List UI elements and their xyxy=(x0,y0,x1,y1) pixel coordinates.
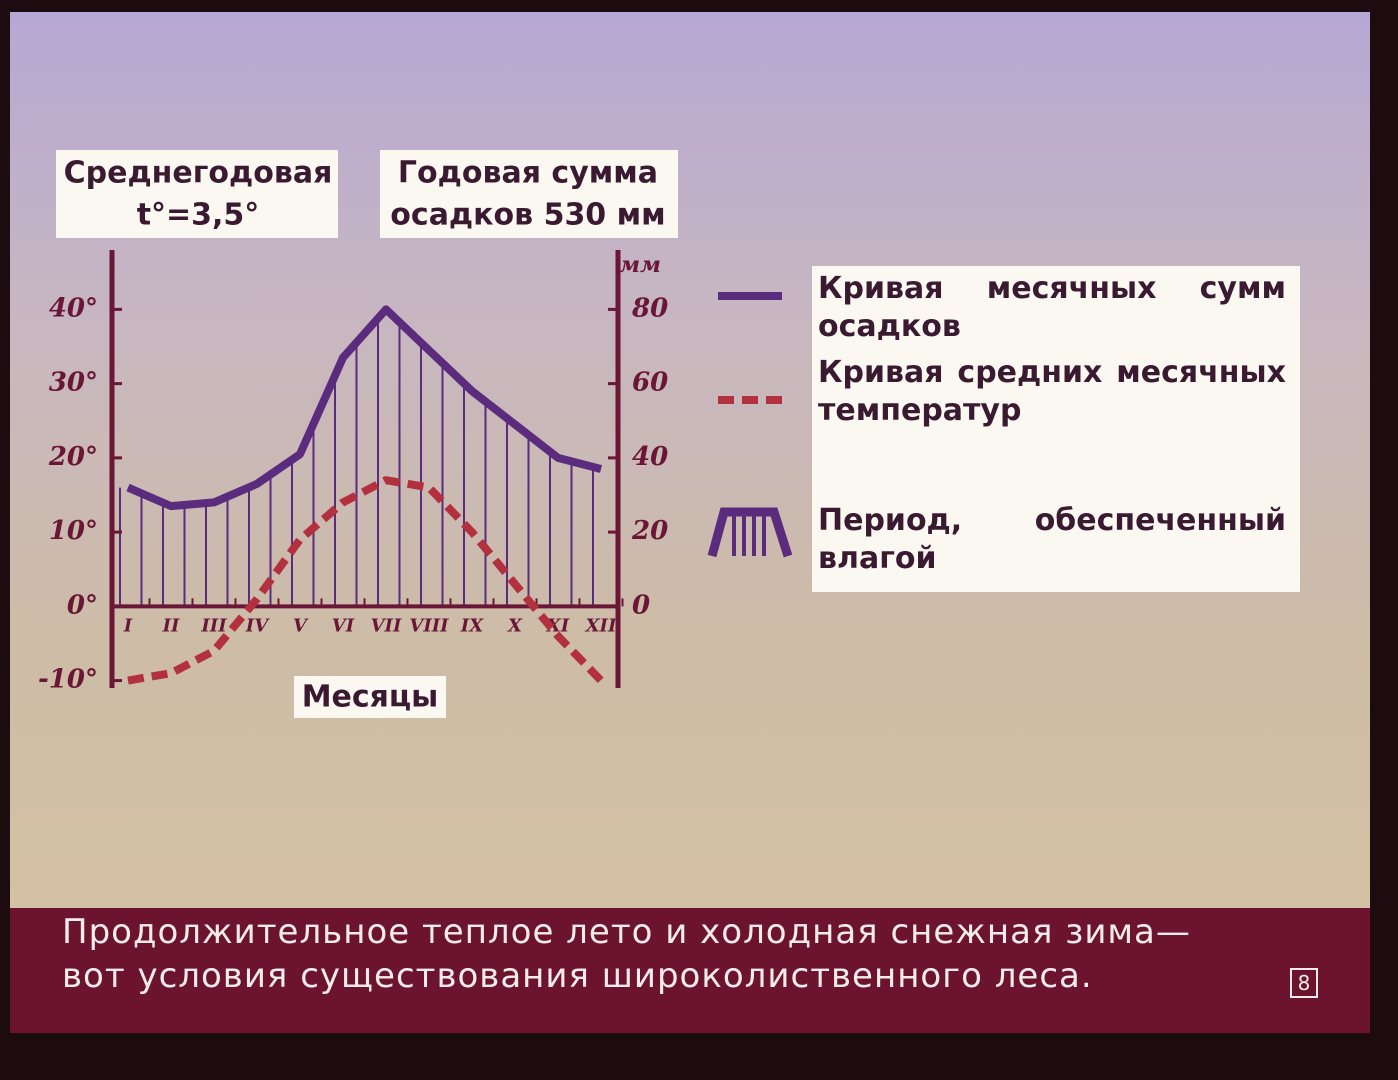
legend-entry: Кривая месячных сумм осадков xyxy=(818,271,1286,344)
legend-entry: Кривая средних месячных температур xyxy=(818,355,1286,428)
y-tick-label: 30° xyxy=(49,368,98,398)
y2-tick-label: 20 xyxy=(631,516,668,546)
y-tick-label: -10° xyxy=(38,665,98,695)
series-line xyxy=(127,476,604,685)
y2-tick-label: 0 xyxy=(632,590,650,620)
x-axis-label: Месяцы xyxy=(302,680,439,715)
caption: Продолжительное теплое лето и холодная с… xyxy=(62,910,1191,998)
annotation: Годовая сумма xyxy=(398,156,658,191)
y2-tick-label: 40 xyxy=(632,442,668,472)
x-tick-label: V xyxy=(293,615,309,636)
caption-band xyxy=(10,908,1370,1033)
legend: Кривая месячных сумм осадков Кривая сред… xyxy=(812,266,1300,592)
caption-line: вот условия существования широколиственн… xyxy=(62,956,1093,996)
frame-number: 8 xyxy=(1290,968,1318,998)
y-tick-label: 0° xyxy=(67,590,98,620)
legend-entry: Период, обеспеченный влагой xyxy=(818,503,1286,576)
annotation-box xyxy=(56,150,338,238)
y-tick-label: 10° xyxy=(49,516,98,546)
x-tick-label: IV xyxy=(245,615,270,636)
y-tick-label: 20° xyxy=(48,442,98,472)
legend-swatch xyxy=(707,507,793,558)
x-tick-label: II xyxy=(162,615,180,636)
annotation-box xyxy=(380,150,678,238)
annotation: осадков 530 мм xyxy=(390,198,665,233)
y-tick-label: 40° xyxy=(49,293,98,323)
y2-axis-label: мм xyxy=(619,252,661,278)
y2-tick-label: 80 xyxy=(631,293,668,323)
xlabel-box xyxy=(294,676,446,718)
x-tick-label: VIII xyxy=(409,615,449,636)
x-tick-label: XII xyxy=(585,615,617,636)
annotation: Среднегодовая xyxy=(64,156,333,191)
series-line xyxy=(126,305,603,511)
x-tick-label: XI xyxy=(546,615,570,636)
x-tick-label: X xyxy=(507,615,523,636)
x-tick-label: I xyxy=(123,615,133,636)
annotation: t°=3,5° xyxy=(137,198,260,233)
x-tick-label: IX xyxy=(460,615,484,636)
caption-line: Продолжительное теплое лето и холодная с… xyxy=(62,912,1191,952)
x-tick-label: VI xyxy=(332,615,355,636)
x-tick-label: VII xyxy=(371,615,402,636)
y2-tick-label: 60 xyxy=(632,368,668,398)
x-tick-label: III xyxy=(200,615,227,636)
